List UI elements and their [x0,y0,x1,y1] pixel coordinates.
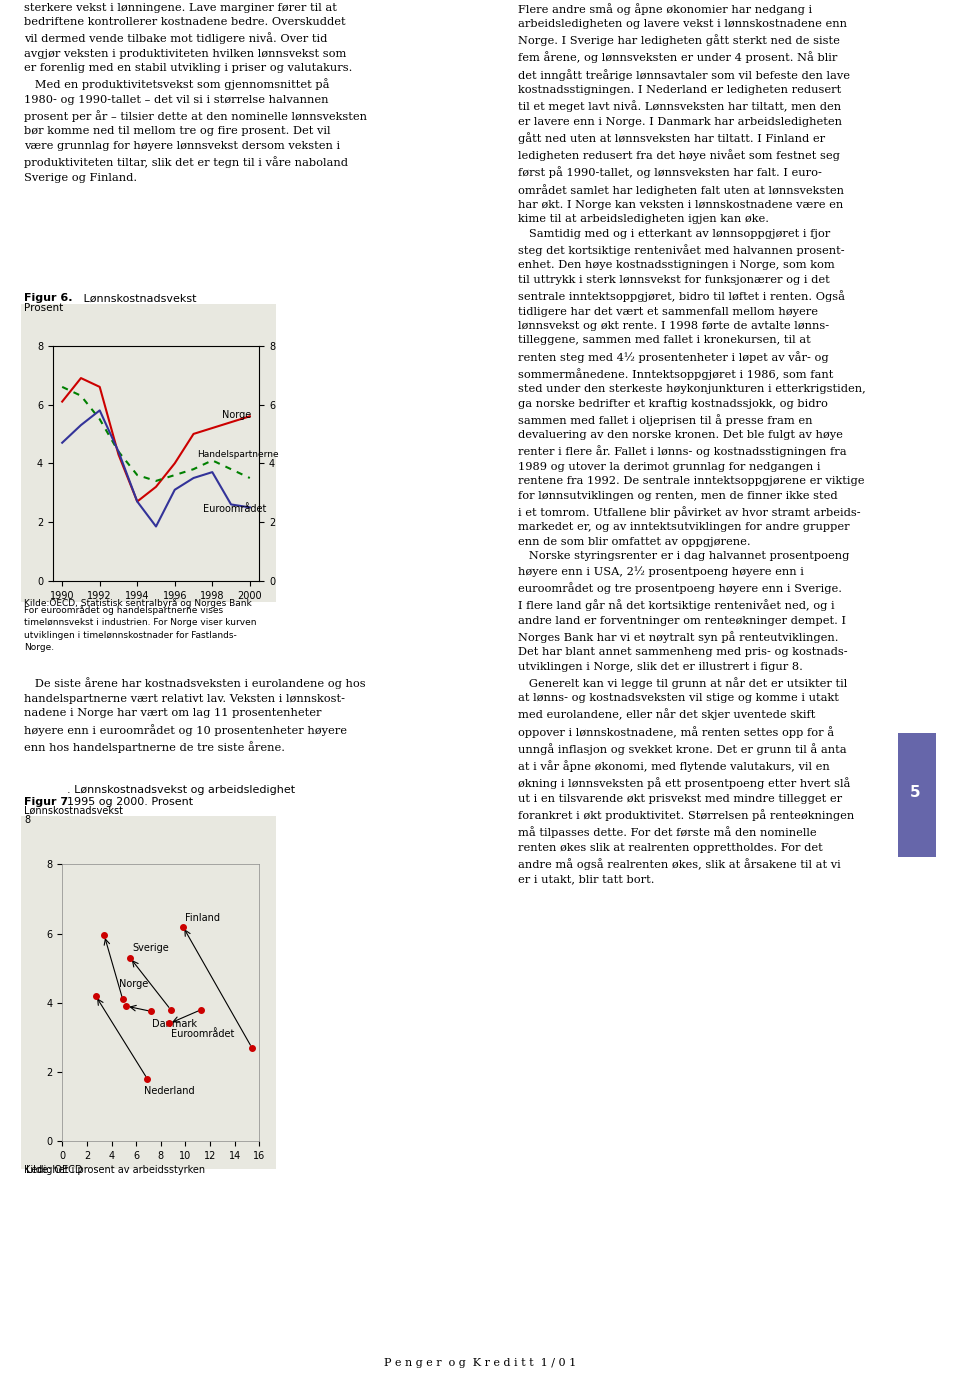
Text: 8: 8 [24,815,30,824]
Text: . Lønnskostnadsvekst og arbeidsledighet
1995 og 2000. Prosent: . Lønnskostnadsvekst og arbeidsledighet … [67,786,296,806]
Text: Lønnskostnadsvekst: Lønnskostnadsvekst [80,293,196,303]
Text: Handelspartnerne: Handelspartnerne [198,451,279,459]
Text: Kilde:OECD, Statistisk sentralbyrå og Norges Bank: Kilde:OECD, Statistisk sentralbyrå og No… [24,597,252,607]
Text: sterkere vekst i lønningene. Lave marginer fører til at
bedriftene kontrollerer : sterkere vekst i lønningene. Lave margin… [24,3,367,183]
Text: Kilde: OECD: Kilde: OECD [24,1164,83,1174]
Text: Nederland: Nederland [144,1086,194,1097]
Text: Sverige: Sverige [132,943,169,953]
Text: Danmark: Danmark [153,1019,197,1029]
Text: Figur 7: Figur 7 [24,797,68,806]
Text: For euroområdet og handelspartnerne vises
timelønnsvekst i industrien. For Norge: For euroområdet og handelspartnerne vise… [24,604,256,651]
Text: Flere andre små og åpne økonomier har nedgang i
arbeidsledigheten og lavere veks: Flere andre små og åpne økonomier har ne… [518,3,866,884]
Text: De siste årene har kostnadsveksten i eurolandene og hos
handelspartnerne vært re: De siste årene har kostnadsveksten i eur… [24,678,366,752]
Text: Norge: Norge [222,409,251,420]
Text: Prosent: Prosent [24,303,63,313]
Text: Euroområdet: Euroområdet [171,1029,234,1039]
Text: 5: 5 [909,784,921,799]
Text: Euroområdet: Euroområdet [203,503,266,514]
Text: P e n g e r  o g  K r e d i t t  1 / 0 1: P e n g e r o g K r e d i t t 1 / 0 1 [384,1358,576,1368]
Text: Norge: Norge [119,979,148,989]
Text: Lønnskostnadsvekst: Lønnskostnadsvekst [24,805,123,815]
Text: Figur 6.: Figur 6. [24,293,73,303]
Text: Finland: Finland [184,913,220,924]
Text: Ledighet i prosent av arbeidsstyrken: Ledighet i prosent av arbeidsstyrken [26,1164,204,1174]
